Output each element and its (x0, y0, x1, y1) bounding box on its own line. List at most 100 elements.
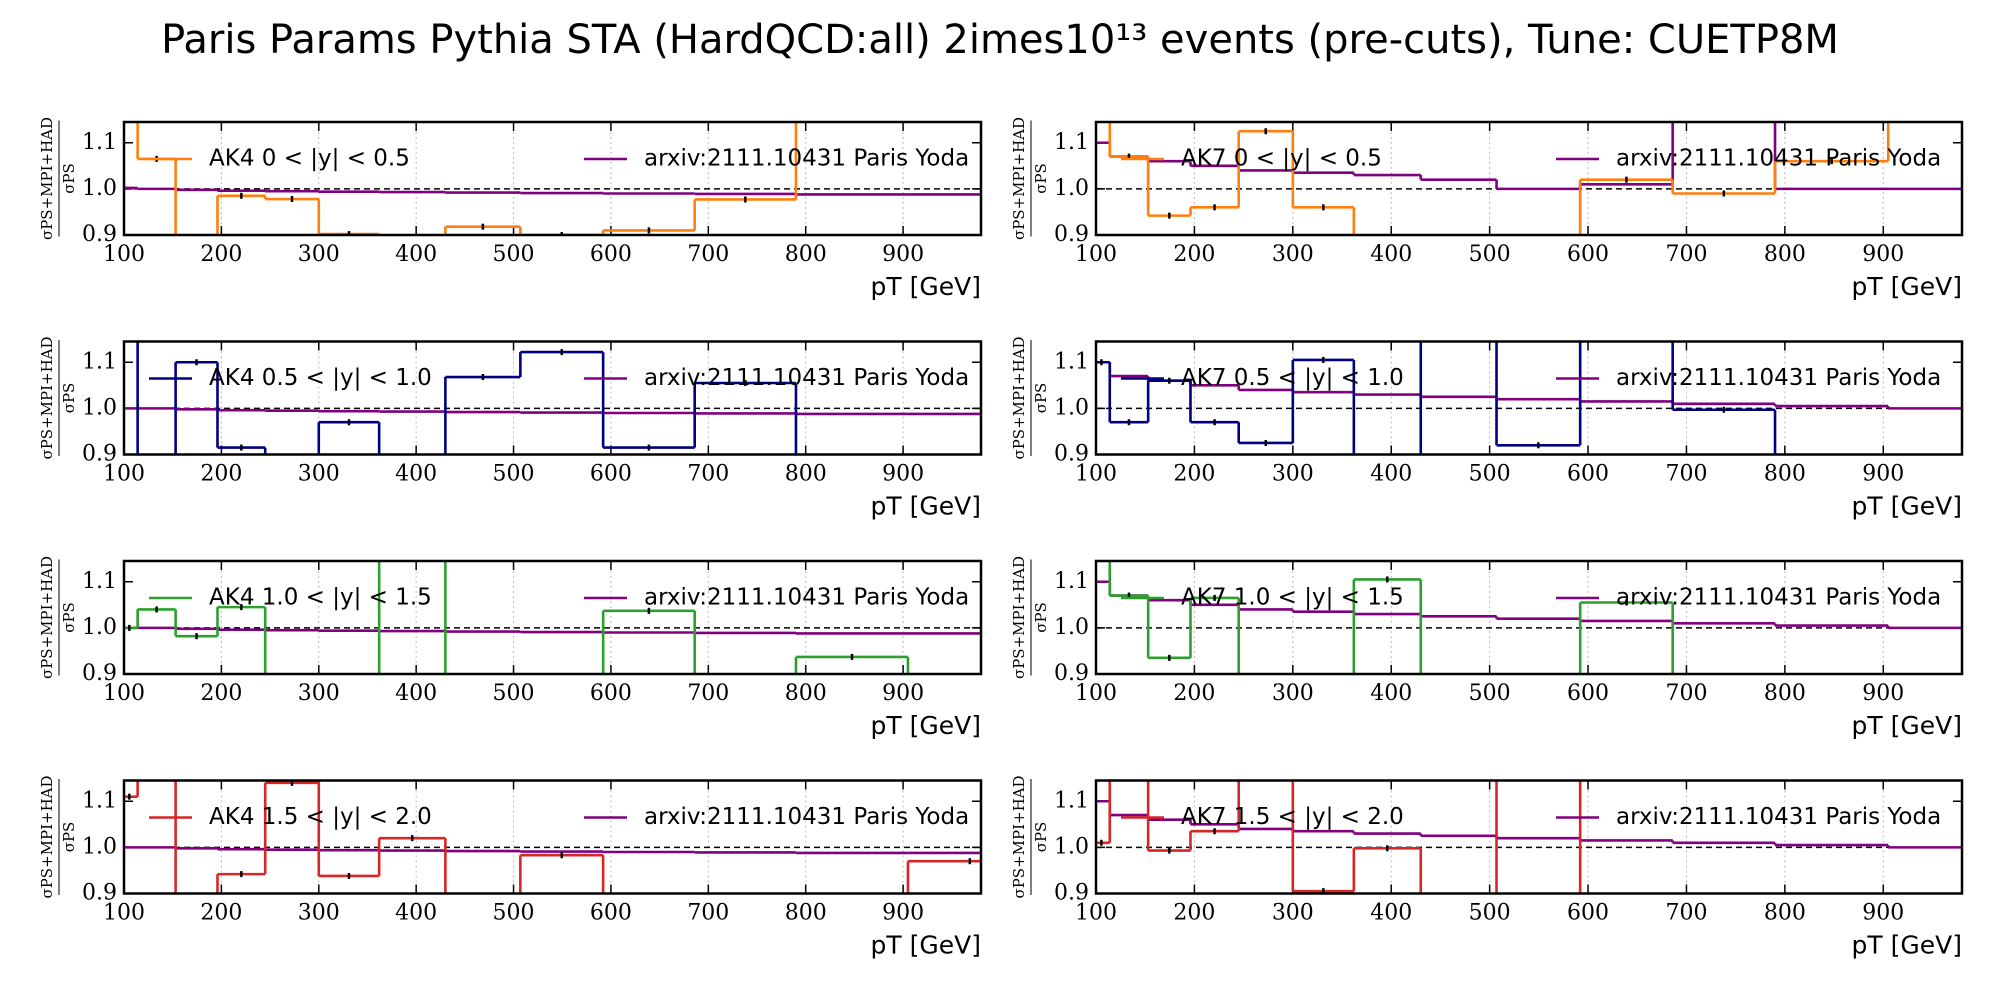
legend-label: AK7 0.5 < |y| < 1.0 (1181, 365, 1404, 391)
x-tick-label: 300 (1272, 462, 1314, 487)
x-tick-label: 500 (493, 462, 535, 487)
y-tick-label: 1.1 (1054, 130, 1089, 155)
x-tick-label: 100 (103, 901, 145, 926)
x-tick-label: 700 (687, 242, 729, 267)
plot-area (124, 561, 981, 674)
x-tick-label: 700 (1665, 901, 1707, 926)
x-tick-label: 400 (1370, 901, 1412, 926)
x-tick-label: 900 (882, 462, 924, 487)
x-tick-label: 200 (200, 462, 242, 487)
panel: 100 200 300 400 500 600 700 800 900 0.9 1.0 1.1 AK4 … (38, 117, 983, 301)
x-axis-label: pT [GeV] (1852, 711, 1962, 740)
legend-label: arxiv:2111.10431 Paris Yoda (644, 146, 969, 172)
x-tick-label: 900 (882, 242, 924, 267)
y-label-denominator: σPS (60, 383, 78, 414)
x-tick-label: 700 (687, 901, 729, 926)
y-tick-label: 1.0 (1054, 615, 1089, 640)
x-axis-label: pT [GeV] (1852, 931, 1962, 960)
y-axis-label: σPS+MPI+HAD σPS (1010, 775, 1050, 898)
x-tick-label: 200 (1173, 901, 1215, 926)
x-tick-label: 100 (1075, 242, 1117, 267)
x-tick-label: 800 (785, 901, 827, 926)
y-label-denominator: σPS (1032, 602, 1050, 633)
axes-frame (122, 779, 983, 895)
y-tick-label: 1.1 (1054, 569, 1089, 594)
x-tick-label: 100 (103, 242, 145, 267)
axes-frame (1094, 120, 1964, 237)
plot-area (1096, 341, 1962, 455)
y-tick-label: 0.9 (82, 881, 117, 906)
x-tick-label: 400 (395, 901, 437, 926)
y-label-numerator: σPS+MPI+HAD (38, 556, 56, 679)
x-tick-label: 400 (1370, 681, 1412, 706)
y-label-denominator: σPS (60, 602, 78, 633)
x-tick-label: 800 (1764, 462, 1806, 487)
x-tick-label: 800 (1764, 242, 1806, 267)
y-axis-label: σPS+MPI+HAD σPS (38, 556, 78, 679)
x-axis-label: pT [GeV] (871, 931, 981, 960)
panel: 100 200 300 400 500 600 700 800 900 0.9 1.0 1.1 AK4 … (38, 556, 983, 740)
y-tick-label: 1.0 (82, 615, 117, 640)
legend-label: AK7 1.0 < |y| < 1.5 (1181, 585, 1404, 611)
x-tick-label: 200 (200, 681, 242, 706)
y-tick-label: 1.1 (82, 130, 117, 155)
legend-label: AK4 1.0 < |y| < 1.5 (209, 585, 432, 611)
legend-label: AK7 0 < |y| < 0.5 (1181, 146, 1382, 172)
x-tick-label: 500 (493, 681, 535, 706)
x-tick-label: 800 (785, 242, 827, 267)
x-tick-label: 500 (493, 242, 535, 267)
y-axis-label: σPS+MPI+HAD σPS (38, 775, 78, 898)
y-tick-label: 1.1 (1054, 788, 1089, 813)
x-tick-label: 600 (1567, 462, 1609, 487)
legend-label: AK7 1.5 < |y| < 2.0 (1181, 804, 1404, 830)
panel: 100 200 300 400 500 600 700 800 900 0.9 1.0 1.1 AK7 … (1010, 775, 1964, 960)
x-tick-label: 100 (1075, 901, 1117, 926)
x-tick-label: 600 (1567, 242, 1609, 267)
x-tick-label: 600 (590, 681, 632, 706)
y-tick-label: 1.0 (1054, 176, 1089, 201)
x-tick-label: 500 (1469, 242, 1511, 267)
x-tick-label: 500 (1469, 681, 1511, 706)
x-tick-label: 700 (1665, 242, 1707, 267)
y-tick-label: 1.1 (82, 349, 117, 374)
y-tick-label: 0.9 (1054, 881, 1089, 906)
y-axis-label: σPS+MPI+HAD σPS (1010, 117, 1050, 240)
legend-label: arxiv:2111.10431 Paris Yoda (644, 365, 969, 391)
x-tick-label: 400 (395, 242, 437, 267)
x-tick-label: 600 (1567, 681, 1609, 706)
x-tick-label: 300 (298, 901, 340, 926)
x-tick-label: 200 (1173, 242, 1215, 267)
y-tick-label: 0.9 (1054, 661, 1089, 686)
plot-area (124, 341, 981, 455)
x-tick-label: 900 (882, 681, 924, 706)
x-tick-label: 300 (1272, 901, 1314, 926)
y-label-numerator: σPS+MPI+HAD (38, 117, 56, 240)
y-tick-label: 0.9 (82, 442, 117, 467)
x-tick-label: 400 (1370, 462, 1412, 487)
x-tick-label: 900 (1862, 242, 1904, 267)
x-tick-label: 400 (1370, 242, 1412, 267)
x-axis-label: pT [GeV] (871, 711, 981, 740)
x-tick-label: 500 (493, 901, 535, 926)
y-label-denominator: σPS (60, 163, 78, 194)
x-tick-label: 700 (687, 681, 729, 706)
x-tick-label: 100 (1075, 681, 1117, 706)
y-tick-label: 1.1 (82, 569, 117, 594)
x-tick-label: 900 (1862, 462, 1904, 487)
y-label-numerator: σPS+MPI+HAD (1010, 775, 1028, 898)
axes-frame (1094, 340, 1964, 456)
x-tick-label: 700 (687, 462, 729, 487)
x-tick-label: 200 (200, 901, 242, 926)
x-tick-label: 300 (298, 462, 340, 487)
x-tick-label: 600 (1567, 901, 1609, 926)
x-tick-label: 100 (1075, 462, 1117, 487)
axes-frame (122, 559, 983, 676)
panel: 100 200 300 400 500 600 700 800 900 0.9 1.0 1.1 AK7 … (1010, 556, 1964, 740)
x-axis-label: pT [GeV] (1852, 492, 1962, 521)
plot-area (124, 780, 981, 894)
y-label-denominator: σPS (1032, 163, 1050, 194)
panel: 100 200 300 400 500 600 700 800 900 0.9 1.0 1.1 AK7 … (1010, 117, 1964, 301)
x-tick-label: 300 (298, 681, 340, 706)
panel: 100 200 300 400 500 600 700 800 900 0.9 1.0 1.1 AK7 … (1010, 336, 1964, 521)
